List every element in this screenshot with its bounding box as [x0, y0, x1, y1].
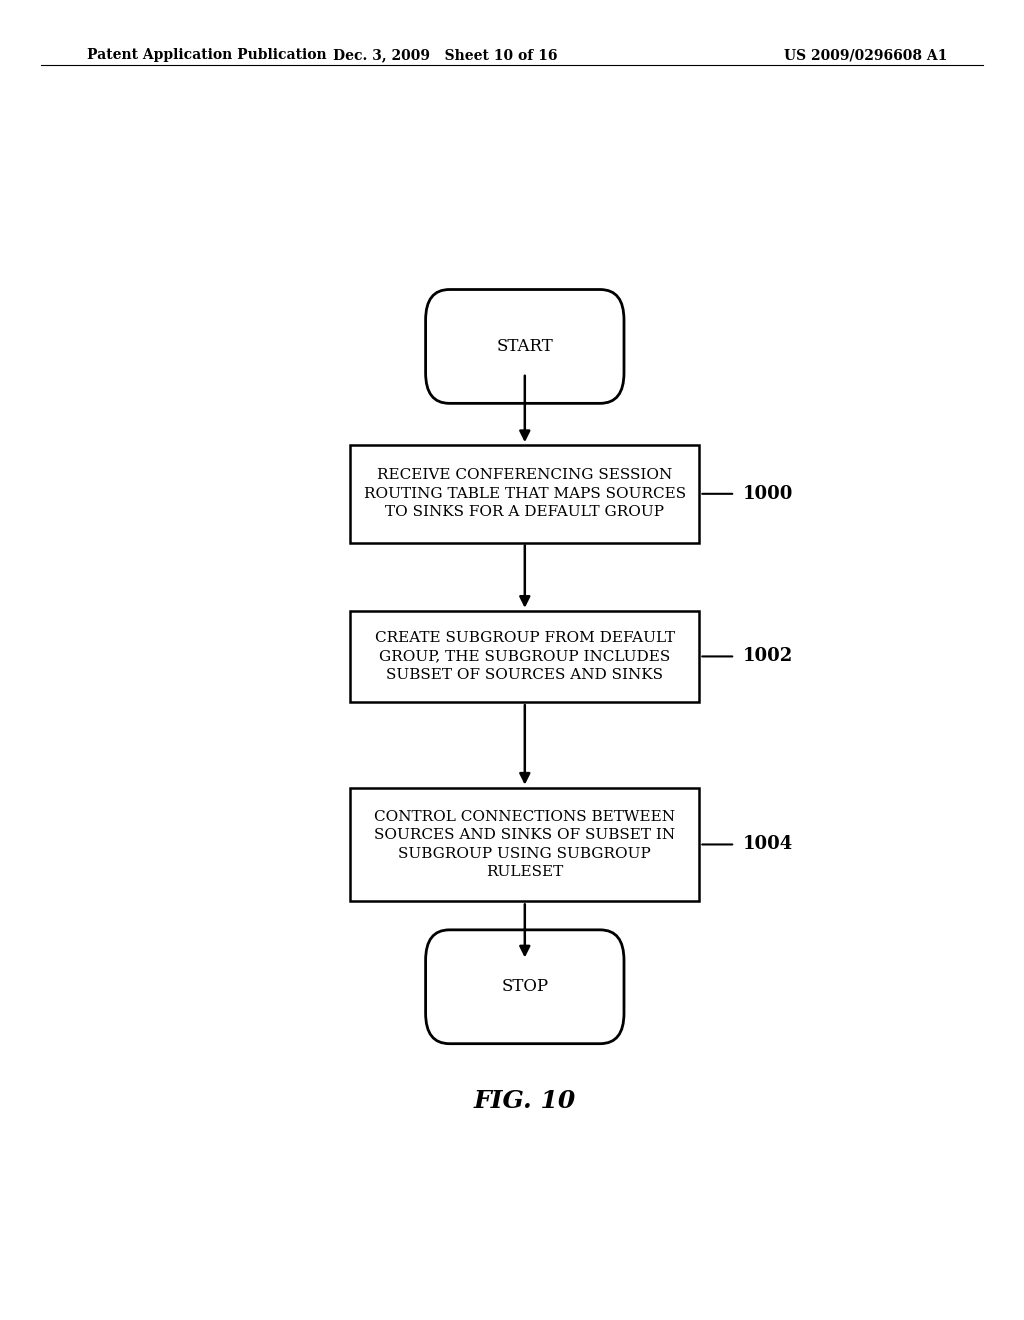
- FancyBboxPatch shape: [350, 445, 699, 543]
- Text: RECEIVE CONFERENCING SESSION
ROUTING TABLE THAT MAPS SOURCES
TO SINKS FOR A DEFA: RECEIVE CONFERENCING SESSION ROUTING TAB…: [364, 469, 686, 519]
- Text: CONTROL CONNECTIONS BETWEEN
SOURCES AND SINKS OF SUBSET IN
SUBGROUP USING SUBGRO: CONTROL CONNECTIONS BETWEEN SOURCES AND …: [374, 810, 676, 879]
- Text: US 2009/0296608 A1: US 2009/0296608 A1: [783, 49, 947, 62]
- FancyBboxPatch shape: [350, 611, 699, 702]
- Text: START: START: [497, 338, 553, 355]
- Text: Dec. 3, 2009   Sheet 10 of 16: Dec. 3, 2009 Sheet 10 of 16: [333, 49, 558, 62]
- Text: 1002: 1002: [743, 647, 794, 665]
- Text: FIG. 10: FIG. 10: [474, 1089, 575, 1113]
- FancyBboxPatch shape: [350, 788, 699, 902]
- FancyBboxPatch shape: [426, 289, 624, 404]
- FancyBboxPatch shape: [426, 929, 624, 1044]
- Text: STOP: STOP: [501, 978, 549, 995]
- Text: 1004: 1004: [743, 836, 794, 854]
- Text: CREATE SUBGROUP FROM DEFAULT
GROUP, THE SUBGROUP INCLUDES
SUBSET OF SOURCES AND : CREATE SUBGROUP FROM DEFAULT GROUP, THE …: [375, 631, 675, 682]
- Text: Patent Application Publication: Patent Application Publication: [87, 49, 327, 62]
- Text: 1000: 1000: [743, 484, 794, 503]
